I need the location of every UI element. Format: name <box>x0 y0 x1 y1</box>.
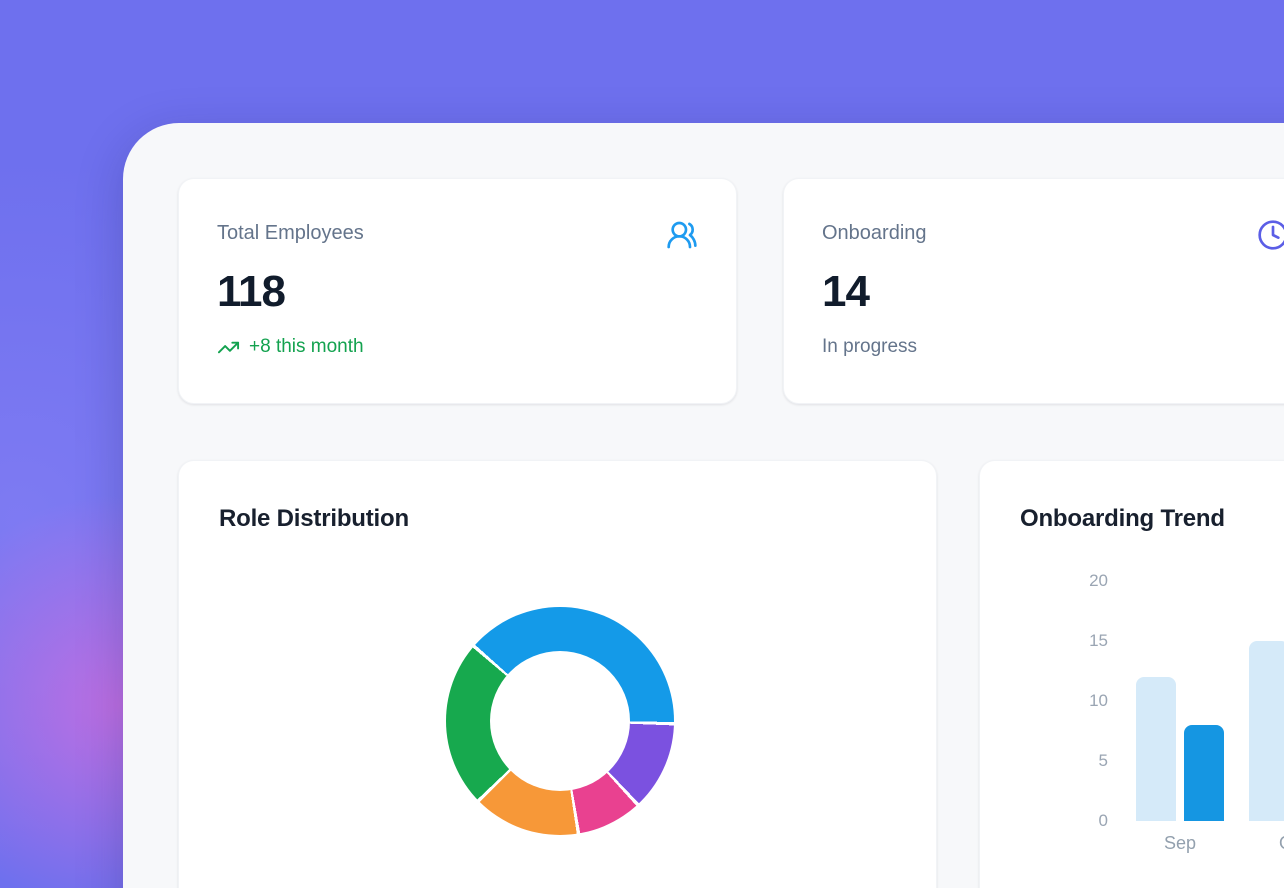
clock-icon <box>1257 219 1284 251</box>
stat-card-onboarding: Onboarding 14 In progress <box>783 178 1284 404</box>
stat-value: 118 <box>217 267 286 316</box>
y-axis-tick-label: 15 <box>1089 631 1108 650</box>
stat-trend: +8 this month <box>217 335 698 359</box>
stat-card-header: Total Employees <box>217 221 698 251</box>
x-axis-label-oct: Oct <box>1253 832 1284 854</box>
role-distribution-donut-chart <box>446 607 674 835</box>
users-round-icon <box>666 219 698 251</box>
bar-light-sep <box>1136 677 1176 821</box>
y-axis-tick-label: 0 <box>1098 811 1108 830</box>
stat-value: 14 <box>822 267 870 316</box>
y-axis-tick-label: 10 <box>1089 691 1108 710</box>
dashboard-panel: Total Employees 118 +8 this <box>123 123 1284 888</box>
y-axis-tick-label: 20 <box>1089 571 1108 590</box>
bar-dark-sep <box>1184 725 1224 821</box>
onboarding-trend-card: Onboarding Trend 0 5 10 15 20 Sep Oct <box>979 460 1284 888</box>
role-distribution-card: Role Distribution <box>178 460 937 888</box>
stat-sub-label: +8 this month <box>249 336 364 357</box>
x-axis-label-sep: Sep <box>1163 833 1197 853</box>
stat-card-header: Onboarding <box>822 219 1284 251</box>
trending-up-icon <box>217 336 240 359</box>
stat-sub: In progress <box>822 335 1284 359</box>
stat-label: Total Employees <box>217 222 364 244</box>
bar-light-oct <box>1249 641 1284 821</box>
stat-card-total-employees: Total Employees 118 +8 this <box>178 178 737 404</box>
stat-label: Onboarding <box>822 222 927 244</box>
chart-title-onboarding-trend: Onboarding Trend <box>1020 505 1225 532</box>
stat-sub-label: In progress <box>822 336 918 357</box>
onboarding-trend-bar-chart: 0 5 10 15 20 Sep Oct <box>980 461 1284 888</box>
donut-hole <box>490 651 630 791</box>
y-axis-tick-label: 5 <box>1098 751 1108 770</box>
chart-title-role-distribution: Role Distribution <box>219 505 409 532</box>
